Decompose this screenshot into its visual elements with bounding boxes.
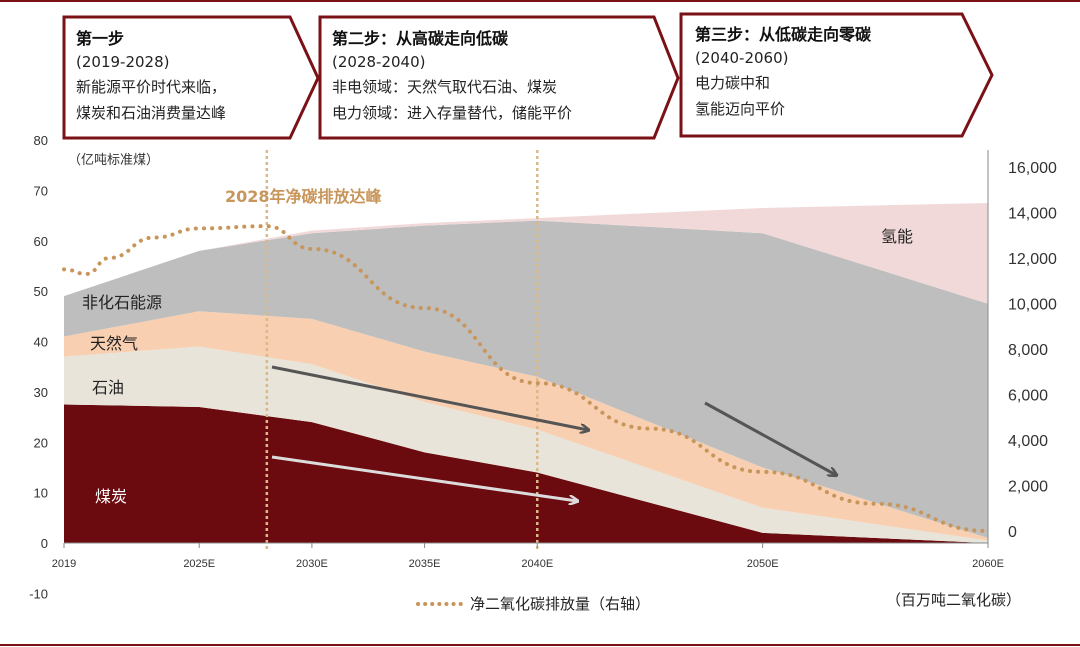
y2-tick-label-8: 16,000 [1008,160,1057,177]
label-gas: 天然气 [90,334,138,353]
y2-tick-label-3: 6,000 [1008,388,1048,405]
phase-3-title: 第三步：从低碳走向零碳 [695,25,872,44]
peak-annotation: 2028年净碳排放达峰 [225,187,383,206]
label-coal: 煤炭 [95,487,127,506]
x-tick-label-3: 2035E [409,558,441,570]
phase-2-period: (2028-2040) [332,53,425,71]
phase-1-title: 第一步 [76,29,124,48]
y-tick-label-7: 60 [34,234,48,249]
legend-emissions: 净二氧化碳排放量（右轴） [470,595,650,613]
y-tick-label-5: 40 [34,335,48,350]
trend-arrow-coal [271,455,577,501]
y2-axis-label: （百万吨二氧化碳） [886,591,1021,609]
phase-3-line-2: 氢能迈向平价 [695,100,785,118]
x-tick-label-2: 2030E [296,558,328,570]
phase-1-box: 第一步 (2019-2028) 新能源平价时代来临， 煤炭和石油消费量达峰 [62,15,320,140]
area-series-0 [64,404,988,543]
y2-tick-label-4: 8,000 [1008,342,1048,359]
phase-3-period: (2040-2060) [695,49,788,67]
x-tick-label-0: 2019 [52,558,76,570]
phase-dividers [265,150,539,552]
phase-1-line-1: 新能源平价时代来临， [76,78,226,96]
y2-tick-label-1: 2,000 [1008,479,1048,496]
axes: -10 0 10 20 30 40 50 60 70 80 0 2,000 4,000 6,000 8,00… [29,133,1057,601]
phase-2-box: 第二步：从高碳走向低碳 (2028-2040) 非电领域：天然气取代石油、煤炭 … [318,15,680,140]
y-tick-label-0: -10 [29,586,48,601]
area-series-2 [64,311,988,541]
x-tick-label-5: 2050E [747,558,779,570]
stacked-areas [64,202,988,543]
y-axis-label: （亿吨标准煤） [68,152,159,167]
y2-tick-label-6: 12,000 [1008,251,1057,268]
phase-3-box: 第三步：从低碳走向零碳 (2040-2060) 电力碳中和 氢能迈向平价 [679,12,994,138]
area-series-4 [64,202,988,304]
y-tick-label-8: 70 [34,183,48,198]
x-tick-label-4: 2040E [521,558,553,570]
phase-3-line-1: 电力碳中和 [695,74,770,92]
phase-2-line-1: 非电领域：天然气取代石油、煤炭 [332,78,557,96]
label-nonfossil: 非化石能源 [82,293,162,312]
y-tick-label-1: 0 [41,536,48,551]
y2-tick-label-5: 10,000 [1008,297,1057,314]
label-hydrogen: 氢能 [881,227,913,246]
y-tick-label-2: 10 [34,486,48,501]
x-tick-label-6: 2060E [972,558,1004,570]
area-series-1 [64,346,988,543]
trend-arrow-gas-oil [271,365,588,430]
y2-tick-label-2: 4,000 [1008,433,1048,450]
y-tick-label-9: 80 [34,133,48,148]
y-tick-label-6: 50 [34,284,48,299]
y2-tick-label-7: 14,000 [1008,206,1057,223]
phase-2-line-2: 电力领域：进入存量替代，储能平价 [332,104,572,122]
phase-2-title: 第二步：从高碳走向低碳 [332,29,509,48]
y-tick-label-4: 30 [34,385,48,400]
emissions-series-line [62,224,990,533]
legend: 净二氧化碳排放量（右轴） [416,595,650,613]
y2-tick-label-0: 0 [1008,524,1017,541]
y-tick-label-3: 20 [34,435,48,450]
trend-arrow-phase-3 [704,401,836,475]
label-oil: 石油 [92,378,124,397]
emissions-line [62,224,990,533]
area-series-3 [64,220,988,538]
phase-1-line-2: 煤炭和石油消费量达峰 [76,104,226,122]
x-tick-label-1: 2025E [183,558,215,570]
phase-1-period: (2019-2028) [76,53,169,71]
